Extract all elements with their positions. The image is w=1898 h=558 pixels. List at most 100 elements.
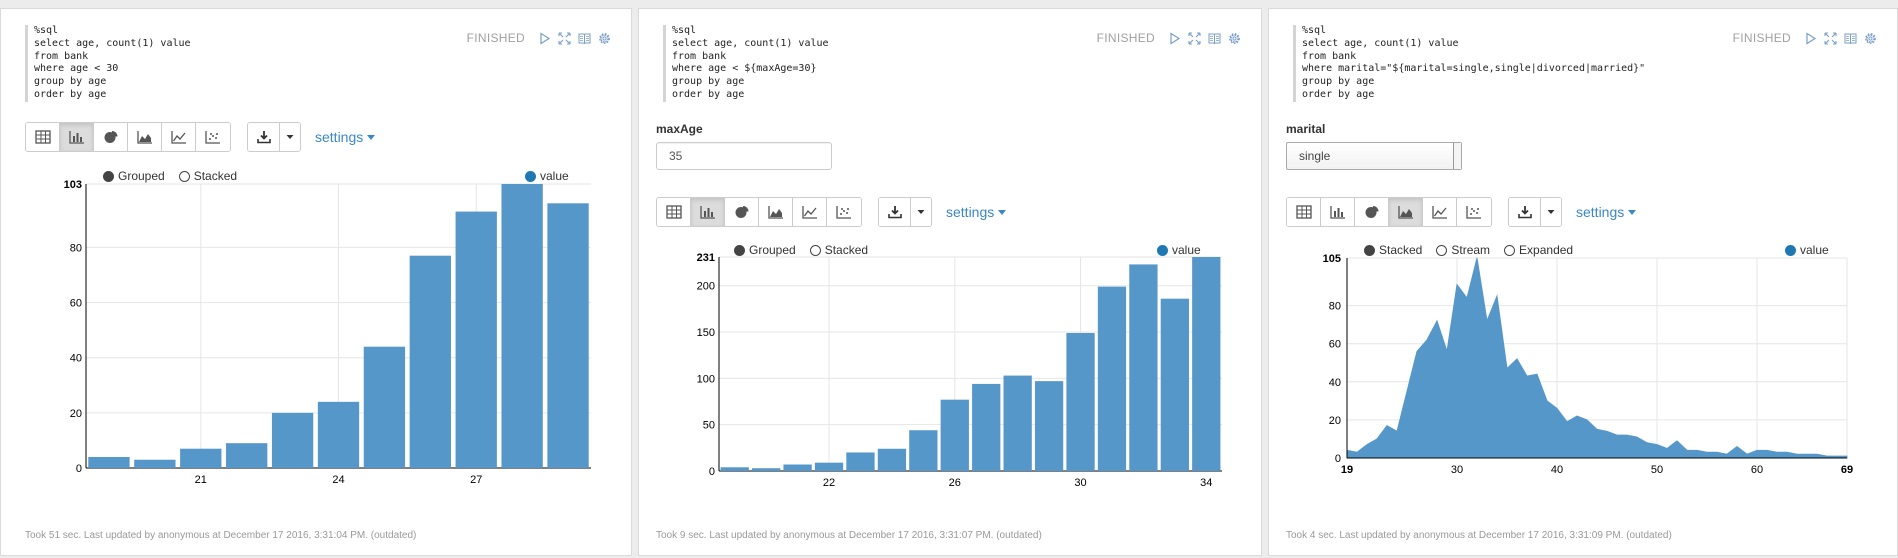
mode-label: Stacked	[1379, 243, 1423, 257]
bar-chart-button[interactable]	[691, 198, 725, 226]
pie-chart-button[interactable]	[1355, 198, 1389, 226]
radio-filled-icon	[103, 170, 114, 182]
legend-item-value[interactable]: value	[1157, 243, 1201, 257]
mode-label: Stacked	[193, 169, 238, 183]
chart-bar	[1160, 298, 1189, 471]
line-chart-button[interactable]	[793, 198, 827, 226]
table-view-button[interactable]	[1287, 198, 1321, 226]
mode-label: Stacked	[824, 243, 869, 257]
mode-grouped[interactable]: Grouped	[734, 243, 796, 257]
mode-expanded[interactable]: Expanded	[1504, 243, 1573, 257]
y-tick-label: 40	[1329, 377, 1341, 389]
paragraph-2: %sql select age, count(1) value from ban…	[638, 8, 1262, 556]
x-tick-label: 19	[1341, 464, 1353, 476]
table-view-button[interactable]	[657, 198, 691, 226]
caret-down-icon	[1628, 209, 1637, 215]
y-tick-label: 60	[70, 298, 82, 310]
mode-stream[interactable]: Stream	[1436, 243, 1490, 257]
download-button[interactable]	[1509, 198, 1541, 226]
radio-filled-icon	[734, 244, 745, 256]
mode-label: Expanded	[1519, 243, 1574, 257]
chart-type-group	[25, 122, 231, 152]
caret-down-icon	[367, 134, 376, 140]
legend-item-value[interactable]: value	[525, 169, 569, 183]
status-label: FINISHED	[466, 31, 525, 45]
y-tick-label: 150	[697, 327, 715, 339]
code-editor[interactable]: %sql select age, count(1) value from ban…	[663, 25, 829, 102]
chart-bar	[877, 448, 907, 471]
select-value: single	[1299, 149, 1331, 163]
code-editor[interactable]: %sql select age, count(1) value from ban…	[25, 25, 191, 102]
y-tick-label: 0	[709, 466, 715, 478]
x-tick-label: 60	[1751, 464, 1763, 476]
y-tick-label: 200	[697, 281, 715, 293]
scatter-chart-button[interactable]	[196, 123, 230, 151]
download-button[interactable]	[879, 198, 911, 226]
x-tick-label: 34	[1200, 477, 1212, 489]
series-label: value	[540, 169, 569, 183]
y-tick-label: 20	[1329, 415, 1341, 427]
chart-bar	[134, 459, 176, 468]
area-chart-button[interactable]	[128, 123, 162, 151]
chart-bar	[501, 184, 543, 468]
area-chart-button[interactable]	[1389, 198, 1423, 226]
settings-label: settings	[315, 129, 364, 145]
y-tick-label: 105	[1323, 253, 1341, 265]
marital-select[interactable]: single	[1286, 142, 1462, 170]
download-dropdown-button[interactable]	[911, 198, 931, 226]
settings-label: settings	[946, 204, 995, 220]
mode-label: Grouped	[118, 169, 165, 183]
download-button[interactable]	[248, 123, 280, 151]
paragraph-footer: Took 9 sec. Last updated by anonymous at…	[656, 530, 1042, 541]
download-dropdown-button[interactable]	[1541, 198, 1561, 226]
chart-bar	[547, 203, 589, 468]
bar-chart-button[interactable]	[1321, 198, 1355, 226]
y-tick-label: 103	[64, 179, 82, 191]
chart-bar	[317, 401, 360, 468]
settings-dropdown[interactable]: settings	[1576, 204, 1637, 220]
code-editor[interactable]: %sql select age, count(1) value from ban…	[1293, 25, 1645, 102]
bar-chart-button[interactable]	[60, 123, 94, 151]
paragraph-controls: FINISHED	[1733, 31, 1877, 45]
bar-chart: 0 20 40 60 80 103 21 24 27	[64, 179, 591, 486]
x-tick-label: 30	[1074, 477, 1086, 489]
x-tick-label: 21	[195, 474, 207, 486]
y-tick-label: 80	[70, 242, 82, 254]
scatter-chart-button[interactable]	[827, 198, 861, 226]
bar-chart: 0 50 100 150 200 231 22 26 30 34	[697, 252, 1222, 489]
chart-bar	[1192, 257, 1221, 471]
chart-mode-legend: Grouped Stacked	[103, 169, 237, 183]
select-arrow	[1453, 143, 1461, 169]
pie-chart-button[interactable]	[94, 123, 128, 151]
series-legend: value	[1157, 243, 1201, 257]
legend-item-value[interactable]: value	[1785, 243, 1829, 257]
line-chart-button[interactable]	[162, 123, 196, 151]
chart-bar	[814, 462, 844, 471]
download-dropdown-button[interactable]	[280, 123, 300, 151]
chart-area	[1346, 257, 1848, 459]
area-chart-button[interactable]	[759, 198, 793, 226]
settings-dropdown[interactable]: settings	[315, 129, 376, 145]
chart-bar	[846, 452, 875, 471]
series-swatch	[1157, 244, 1168, 256]
mode-stacked[interactable]: Stacked	[1364, 243, 1422, 257]
mode-stacked[interactable]: Stacked	[178, 169, 238, 183]
line-chart-button[interactable]	[1423, 198, 1457, 226]
maxage-input[interactable]: 35	[656, 142, 832, 170]
chart-bar	[271, 412, 314, 468]
mode-stacked[interactable]: Stacked	[809, 243, 869, 257]
scatter-chart-button[interactable]	[1457, 198, 1491, 226]
chart-toolbar: settings	[656, 197, 1007, 227]
table-view-button[interactable]	[26, 123, 60, 151]
chart-bar	[783, 464, 812, 471]
mode-grouped[interactable]: Grouped	[103, 169, 165, 183]
pie-chart-button[interactable]	[725, 198, 759, 226]
x-tick-label: 40	[1551, 464, 1563, 476]
series-swatch	[525, 170, 536, 182]
radio-empty-icon	[809, 244, 821, 256]
x-tick-label: 69	[1841, 464, 1853, 476]
form-label-marital: marital	[1286, 122, 1326, 136]
settings-dropdown[interactable]: settings	[946, 204, 1007, 220]
paragraph-1: %sql select age, count(1) value from ban…	[0, 8, 632, 556]
paragraph-footer: Took 4 sec. Last updated by anonymous at…	[1286, 530, 1672, 541]
